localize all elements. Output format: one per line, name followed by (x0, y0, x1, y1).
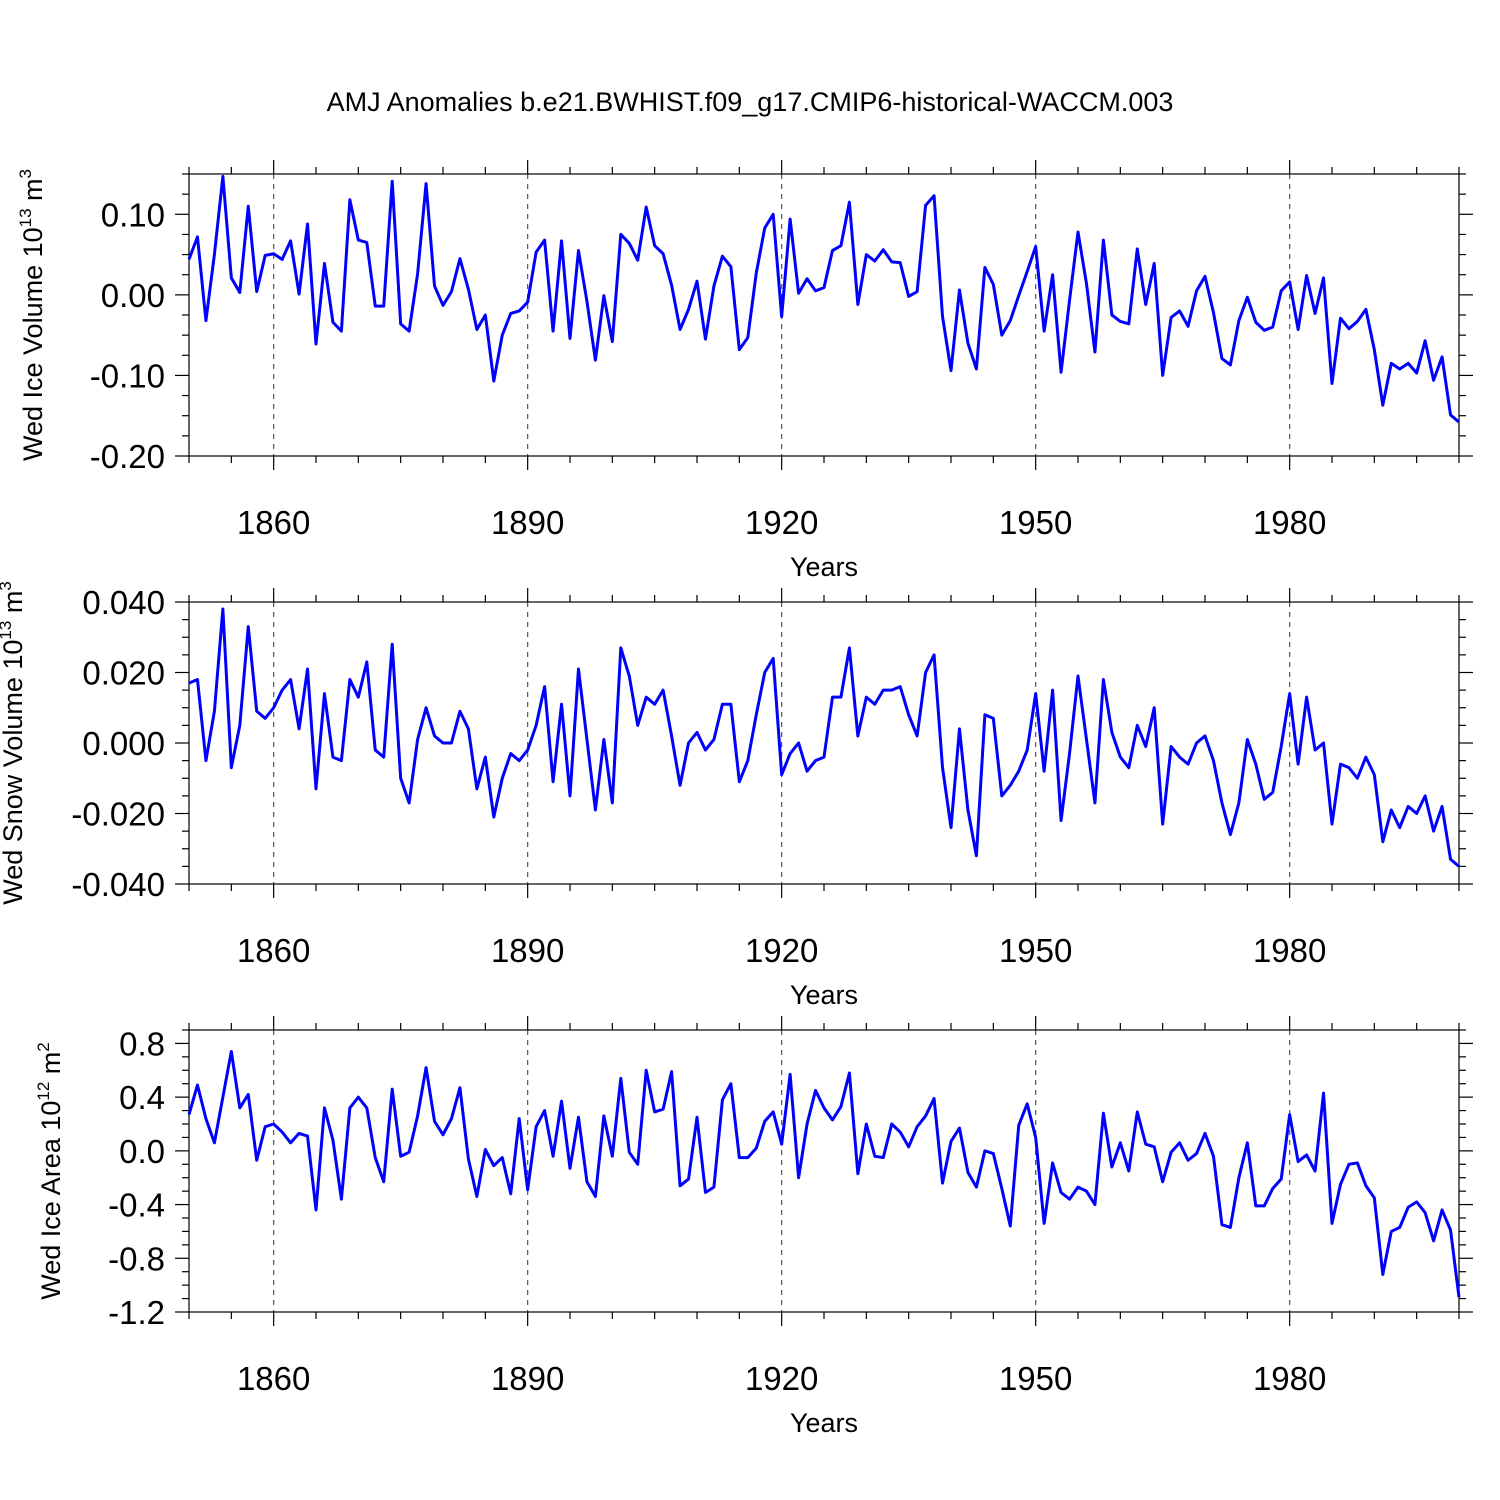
y-tick-label: -1.2 (108, 1294, 165, 1331)
x-tick-label: 1950 (999, 1360, 1072, 1397)
y-tick-label: 0.000 (82, 725, 165, 762)
y-tick-label: -0.20 (90, 438, 165, 475)
y-tick-label: 0.10 (101, 196, 165, 233)
panel-ice-volume: 1860 1890 1920 1950 1980 0.10 0.00 -0.10 -0.20 Ye… (16, 160, 1473, 582)
x-tick-label: 1920 (745, 504, 818, 541)
y-axis-title: Wed Snow Volume 1013 m3 (0, 581, 28, 905)
x-tick-label: 1890 (491, 1360, 564, 1397)
x-tick-label: 1980 (1253, 1360, 1326, 1397)
x-tick-label: 1890 (491, 932, 564, 969)
series-line-ice-area (187, 1049, 1461, 1298)
x-tick-label: 1860 (237, 932, 310, 969)
x-axis-title: Years (790, 552, 858, 582)
plot-frame (188, 1029, 1460, 1313)
y-tick-label: 0.00 (101, 277, 165, 314)
x-tick-label: 1950 (999, 504, 1072, 541)
y-tick-label: 0.8 (119, 1025, 165, 1062)
y-tick-label: 0.040 (82, 584, 165, 621)
x-tick-label: 1980 (1253, 932, 1326, 969)
x-tick-label: 1950 (999, 932, 1072, 969)
chart-panels: 1860 1890 1920 1950 1980 0.10 0.00 -0.10 -0.20 Ye… (0, 160, 1473, 1438)
series-line-ice-volume (187, 174, 1460, 424)
x-tick-label: 1860 (237, 504, 310, 541)
x-tick-label: 1920 (745, 1360, 818, 1397)
x-axis-title: Years (790, 980, 858, 1010)
y-tick-label: 0.020 (82, 655, 165, 692)
plot-frame (188, 601, 1460, 885)
x-tick-label: 1860 (237, 1360, 310, 1397)
y-tick-label: -0.020 (71, 796, 165, 833)
x-tick-label: 1980 (1253, 504, 1326, 541)
x-axis-title: Years (790, 1408, 858, 1438)
panel-ice-area: 1860 1890 1920 1950 1980 0.8 0.4 0.0 -0.4 -0.8 -1.… (34, 1016, 1473, 1438)
plot-frame (188, 173, 1460, 457)
y-tick-label: -0.4 (108, 1187, 165, 1224)
y-tick-label: -0.10 (90, 357, 165, 394)
y-tick-label: 0.4 (119, 1079, 165, 1116)
x-tick-label: 1920 (745, 932, 818, 969)
x-tick-label: 1890 (491, 504, 564, 541)
y-tick-label: -0.8 (108, 1240, 165, 1277)
panel-snow-volume: 1860 1890 1920 1950 1980 0.040 0.020 0.000 -0.02… (0, 581, 1473, 1010)
y-axis-title: Wed Ice Area 1012 m2 (34, 1042, 66, 1300)
series-line-snow-volume (188, 607, 1460, 868)
y-tick-label: 0.0 (119, 1133, 165, 1170)
figure-title: AMJ Anomalies b.e21.BWHIST.f09_g17.CMIP6… (327, 87, 1174, 117)
y-axis-title: Wed Ice Volume 1013 m3 (16, 169, 48, 461)
y-tick-label: -0.040 (71, 866, 165, 903)
